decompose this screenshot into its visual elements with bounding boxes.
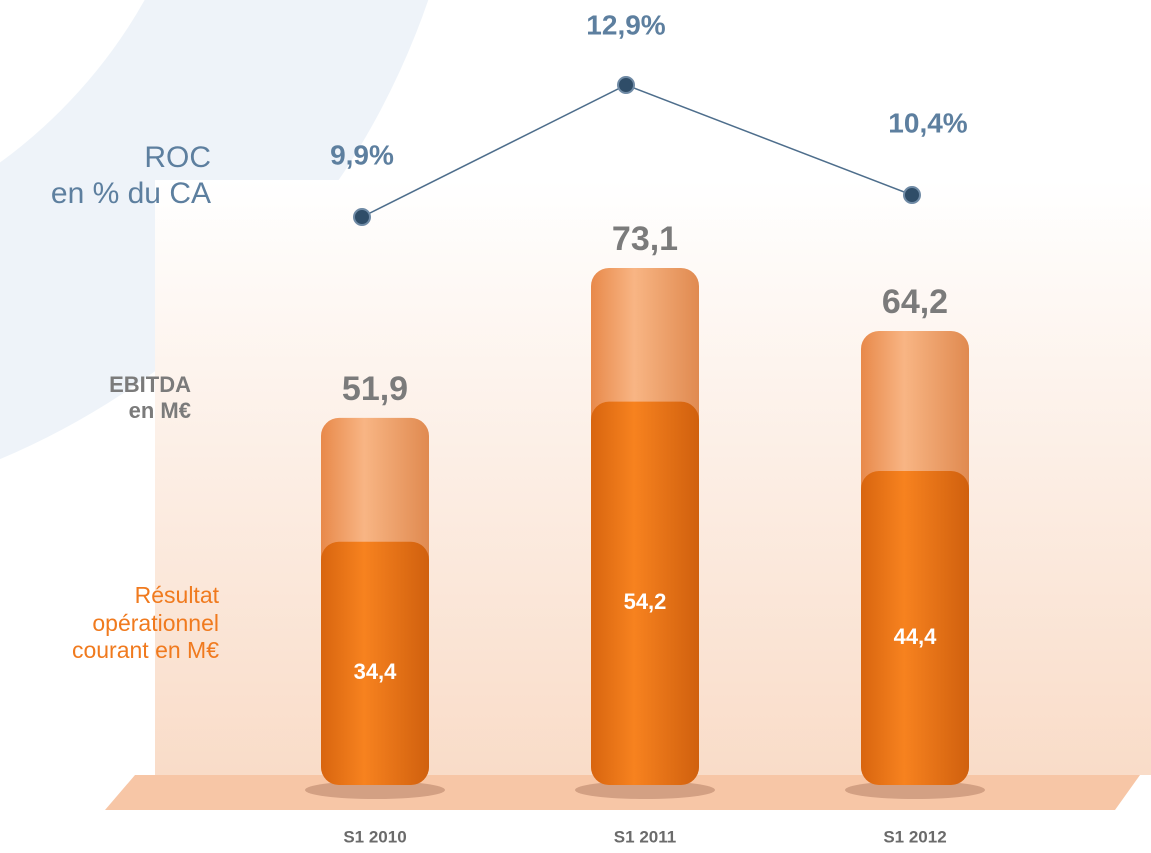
ebitda-value-label: 51,9 bbox=[342, 370, 408, 408]
roc-pct-point bbox=[353, 208, 371, 226]
roc-pct-label: 12,9% bbox=[586, 9, 665, 40]
roc-pct-label: 10,4% bbox=[888, 107, 967, 138]
x-tick-label: S1 2010 bbox=[343, 827, 406, 846]
roc-value-label: 44,4 bbox=[894, 624, 938, 649]
roc-pct-point bbox=[903, 186, 921, 204]
roc-bar bbox=[321, 541, 429, 785]
bar-shadow bbox=[575, 781, 715, 799]
bar-shadow bbox=[845, 781, 985, 799]
x-tick-label: S1 2011 bbox=[614, 827, 676, 846]
roc-pct-label: 9,9% bbox=[330, 139, 394, 170]
roc-legend: Résultat opérationnel courant en M€ bbox=[71, 582, 219, 664]
roc-bar bbox=[861, 470, 969, 785]
bar-shadow bbox=[305, 781, 445, 799]
ebitda-legend: EBITDA en M€ bbox=[109, 372, 191, 424]
roc-value-label: 34,4 bbox=[354, 659, 398, 684]
ebitda-value-label: 64,2 bbox=[882, 283, 948, 321]
roc-value-label: 54,2 bbox=[624, 589, 667, 614]
x-tick-label: S1 2012 bbox=[883, 827, 946, 846]
roc-bar bbox=[591, 401, 699, 785]
roc-pct-point bbox=[617, 76, 635, 94]
ebitda-value-label: 73,1 bbox=[612, 220, 678, 258]
roc-pct-legend: ROC en % du CA bbox=[50, 141, 211, 210]
